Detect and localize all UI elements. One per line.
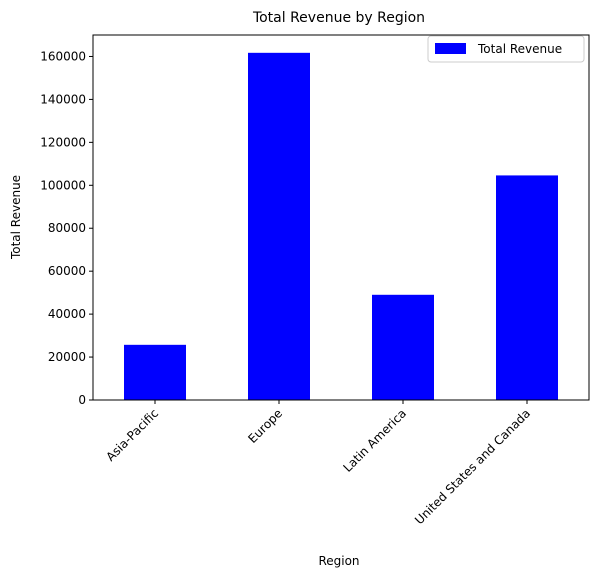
y-tick-label: 80000 bbox=[48, 221, 86, 235]
x-tick-label: Asia-Pacific bbox=[103, 406, 161, 464]
x-tick-label: United States and Canada bbox=[412, 406, 533, 527]
y-axis-label: Total Revenue bbox=[9, 175, 23, 260]
y-tick-label: 20000 bbox=[48, 350, 86, 364]
x-tick-label: Latin America bbox=[341, 406, 410, 475]
x-axis-label: Region bbox=[318, 554, 359, 568]
chart-title: Total Revenue by Region bbox=[252, 10, 425, 26]
plot-frame bbox=[92, 34, 590, 401]
legend-label: Total Revenue bbox=[477, 42, 562, 56]
y-axis: 0 20000 40000 60000 80000 100000 120000 140000 1… bbox=[40, 49, 93, 407]
legend-swatch bbox=[435, 43, 466, 54]
y-tick-label: 40000 bbox=[48, 307, 86, 321]
legend-box bbox=[427, 35, 585, 63]
bar-europe bbox=[248, 52, 310, 400]
y-tick-label: 140000 bbox=[40, 92, 86, 106]
y-tick-label: 120000 bbox=[40, 135, 86, 149]
bar-united-states-and-canada bbox=[496, 175, 558, 400]
bar-latin-america bbox=[372, 294, 434, 400]
y-tick-label: 160000 bbox=[40, 49, 86, 63]
y-tick-label: 0 bbox=[78, 393, 86, 407]
y-tick-label: 100000 bbox=[40, 178, 86, 192]
bars-group bbox=[124, 52, 558, 400]
bar-asia-pacific bbox=[124, 344, 186, 400]
legend: Total Revenue bbox=[427, 35, 585, 63]
x-axis: Asia-Pacific Europe Latin America United St… bbox=[103, 400, 533, 527]
x-tick-label: Europe bbox=[245, 406, 285, 446]
y-tick-label: 60000 bbox=[48, 264, 86, 278]
